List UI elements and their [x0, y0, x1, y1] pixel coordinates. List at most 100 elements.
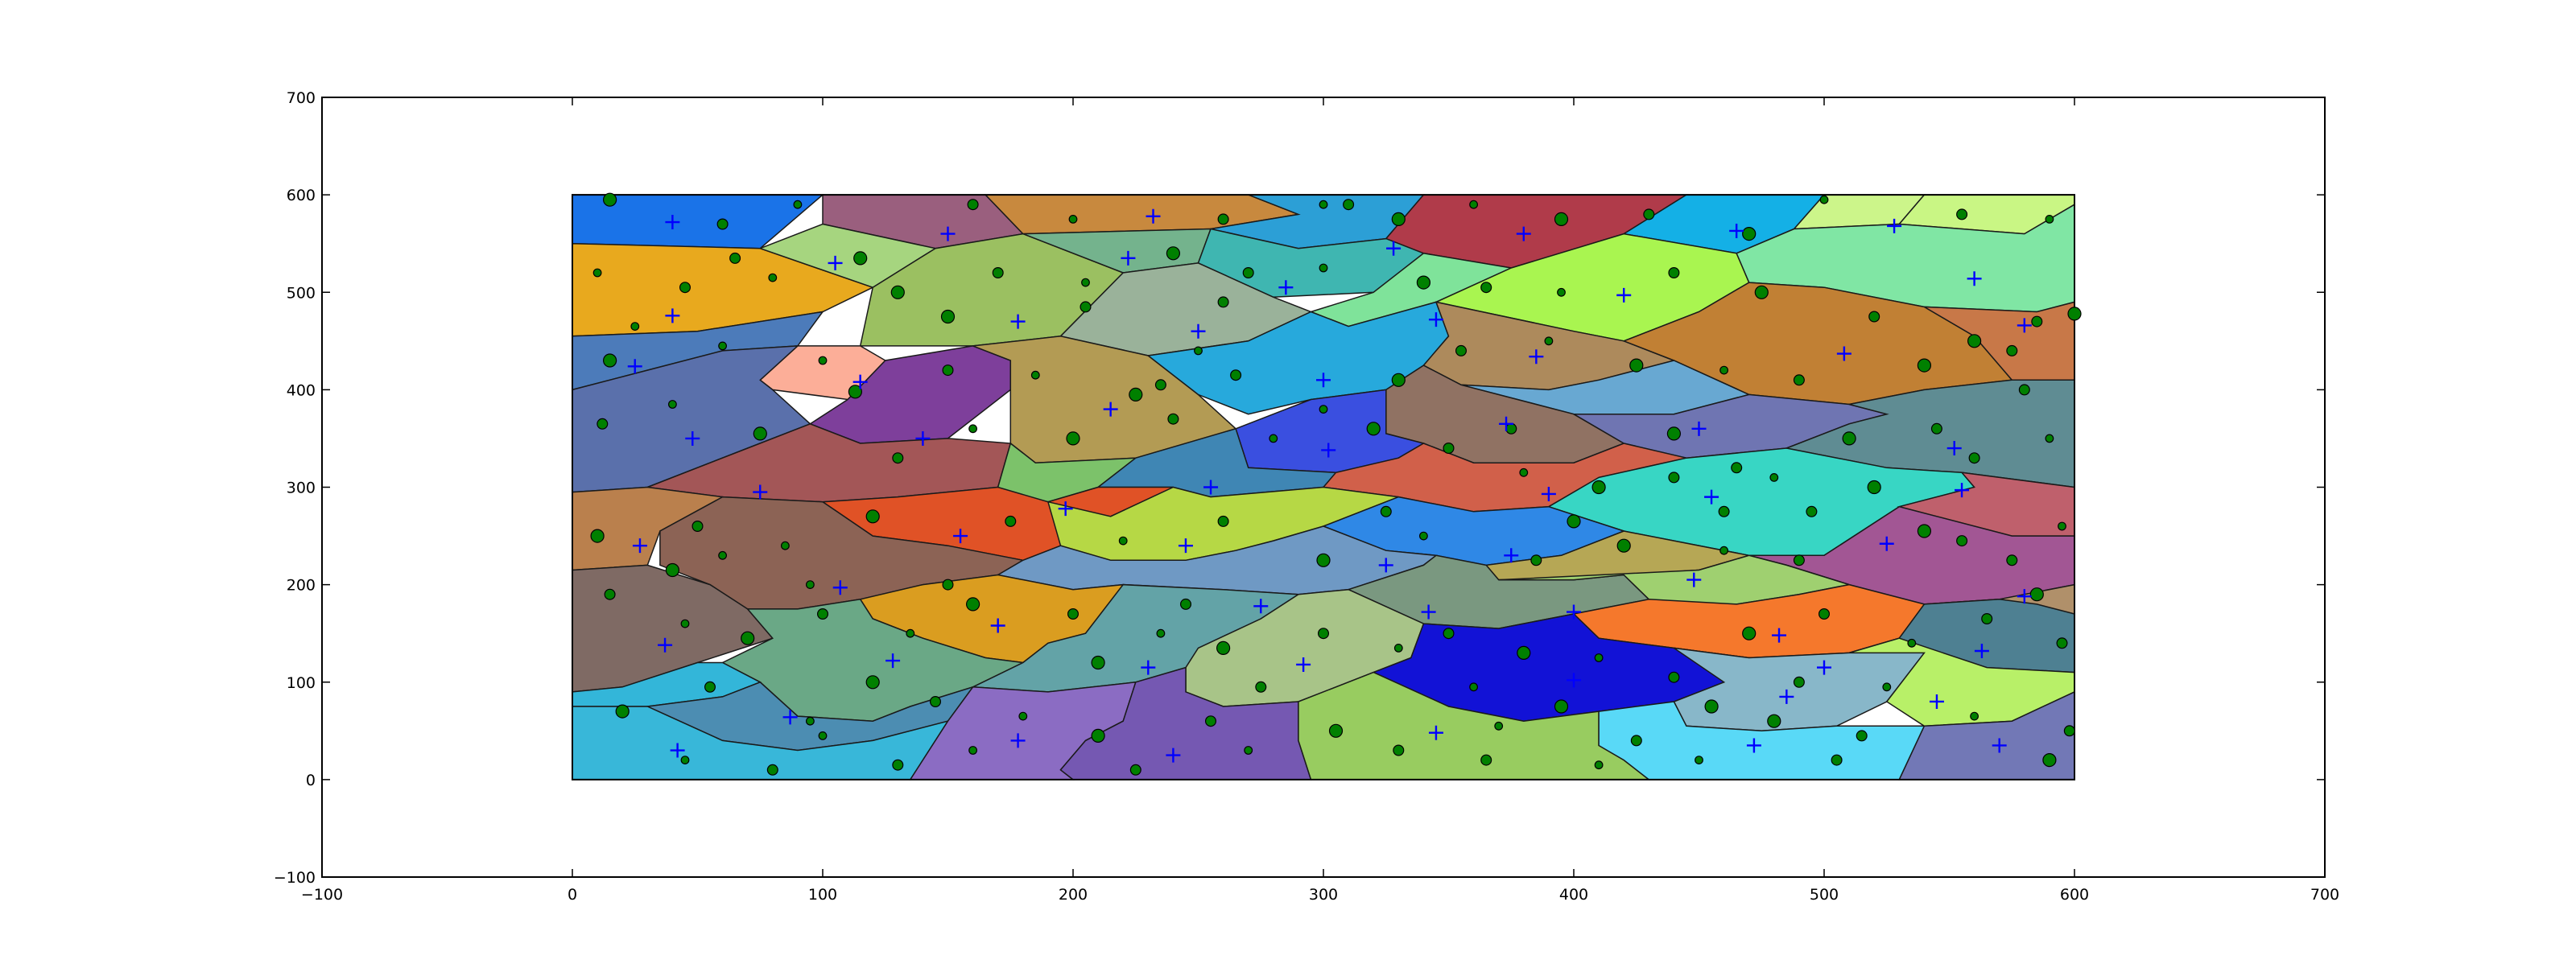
x-axis-ticks: −100 0 100 200 300 400 500 600 700	[301, 97, 2339, 904]
green-point-3	[853, 251, 868, 266]
plus-marker-17	[753, 484, 768, 500]
green-point-154	[630, 322, 640, 332]
green-point-66	[1968, 452, 1980, 464]
green-point-54	[892, 452, 904, 464]
green-point-59	[1366, 422, 1381, 436]
plus-marker-26	[1499, 416, 1514, 431]
plus-marker-32	[2017, 318, 2032, 333]
green-point-45	[1544, 336, 1554, 346]
green-point-103	[2029, 587, 2044, 602]
plus-marker-56	[1296, 657, 1311, 672]
green-point-40	[1129, 387, 1143, 402]
green-points	[590, 192, 2082, 776]
plus-marker-31	[1946, 441, 1962, 456]
green-point-110	[1018, 711, 1028, 721]
plus-marker-5	[1278, 280, 1294, 295]
green-point-140	[718, 550, 727, 560]
green-point-151	[1194, 346, 1203, 356]
green-point-38	[942, 364, 954, 377]
green-point-100	[1818, 608, 1831, 620]
plus-marker-7	[1516, 226, 1531, 241]
green-point-160	[1666, 426, 1681, 441]
green-point-41	[1230, 369, 1242, 381]
green-point-25	[1416, 275, 1431, 290]
green-point-146	[1567, 514, 1581, 529]
plus-marker-20	[1191, 323, 1206, 339]
green-point-23	[1242, 267, 1254, 279]
green-point-42	[1319, 405, 1328, 414]
green-point-72	[1005, 515, 1017, 527]
green-point-27	[1557, 287, 1566, 297]
plus-marker-46	[1567, 604, 1581, 620]
y-tick-label-0: −100	[274, 869, 316, 887]
y-tick-label-7: 600	[287, 187, 316, 204]
green-point-76	[1418, 531, 1428, 541]
green-point-98	[1668, 671, 1680, 683]
green-point-148	[1842, 431, 1856, 446]
green-point-73	[1118, 536, 1128, 546]
green-point-67	[2045, 434, 2054, 443]
plus-marker-9	[1729, 223, 1744, 238]
plus-marker-2	[940, 226, 956, 241]
green-point-77	[1530, 554, 1542, 566]
green-point-108	[865, 675, 880, 690]
green-point-125	[818, 731, 828, 740]
green-point-138	[1831, 754, 1843, 766]
green-point-120	[1767, 714, 1781, 728]
plus-marker-14	[852, 374, 868, 389]
green-point-20	[992, 267, 1004, 279]
green-point-153	[940, 309, 956, 324]
x-tick-label-7: 600	[2060, 886, 2089, 904]
green-point-85	[680, 619, 690, 628]
green-point-30	[1868, 311, 1880, 323]
green-point-75	[1316, 553, 1331, 567]
plus-marker-30	[1836, 346, 1852, 361]
green-point-161	[1718, 505, 1730, 517]
green-point-141	[1179, 598, 1191, 610]
plus-marker-49	[1779, 689, 1794, 704]
green-point-111	[1091, 728, 1105, 743]
x-tick-label-8: 700	[2310, 886, 2339, 904]
green-point-149	[1930, 422, 1942, 435]
green-point-13	[1819, 195, 1829, 204]
green-point-105	[615, 704, 630, 719]
y-axis-ticks: −100 0 100 200 300 400 500 600 700	[274, 89, 2325, 887]
y-tick-label-2: 100	[287, 674, 316, 692]
plus-marker-1	[828, 255, 843, 270]
green-point-11	[1643, 208, 1655, 220]
green-point-9	[1469, 200, 1478, 209]
plus-marker-21	[1316, 373, 1331, 388]
green-point-159	[1505, 422, 1517, 435]
plus-marker-61	[670, 743, 685, 758]
y-tick-label-5: 400	[287, 381, 316, 399]
plus-marker-37	[632, 538, 647, 554]
green-point-121	[1856, 730, 1868, 742]
green-point-139	[665, 562, 680, 578]
plus-marker-47	[1686, 572, 1702, 587]
green-point-162	[1793, 554, 1805, 566]
green-point-109	[929, 695, 941, 707]
green-point-106	[704, 681, 716, 693]
green-point-74	[1217, 515, 1229, 527]
green-point-97	[1594, 653, 1604, 662]
green-point-87	[816, 608, 828, 620]
plus-marker-59	[1746, 738, 1761, 753]
green-point-93	[1317, 628, 1329, 640]
green-point-12	[1742, 227, 1757, 241]
x-tick-label-6: 500	[1810, 886, 1839, 904]
blue-plus-markers	[627, 208, 2032, 763]
plus-marker-10	[1887, 218, 1902, 233]
x-tick-label-2: 100	[808, 886, 837, 904]
green-point-63	[1668, 472, 1680, 484]
green-point-102	[1981, 612, 1993, 624]
plus-marker-23	[1203, 480, 1219, 495]
green-point-155	[729, 252, 741, 264]
green-point-33	[2067, 307, 2082, 321]
plus-marker-60	[782, 710, 798, 725]
green-point-50	[2006, 344, 2018, 356]
green-point-1	[716, 218, 729, 230]
green-point-92	[1216, 640, 1231, 656]
green-point-115	[1393, 744, 1405, 756]
voronoi-cells	[572, 194, 2075, 780]
green-point-88	[906, 628, 915, 638]
